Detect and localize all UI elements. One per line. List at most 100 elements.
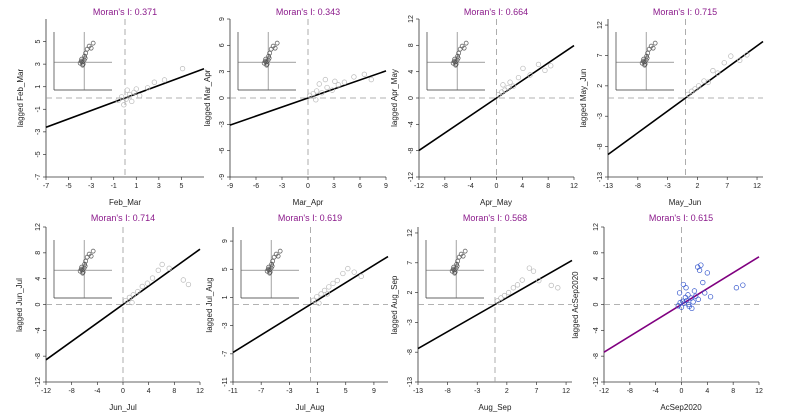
panel-7-x-tick-label: 7: [535, 388, 539, 395]
panel-5-data-point: [135, 288, 141, 295]
panel-1-regression-line: [45, 67, 205, 129]
panel-8-data-point: [733, 285, 740, 291]
panel-2: Moran's I: 0.343 Mar_Apr lagged Mar_Apr …: [203, 7, 388, 207]
panel-7-data-point: [501, 292, 508, 299]
panel-4-data-point: [721, 60, 727, 66]
panel-5-x-tick-label: 12: [196, 388, 204, 395]
panel-7-y-tick-label: 12: [407, 229, 414, 237]
panel-7-y-tick-label: 7: [407, 261, 414, 265]
panel-2-inset-point: [266, 55, 272, 61]
panel-2-inset-point: [272, 45, 278, 51]
panel-1-inset-point: [83, 50, 89, 56]
panel-7-data-point: [526, 265, 533, 271]
panel-3-x-tick-label: -4: [468, 183, 474, 190]
panel-5-x-tick-label: -12: [41, 388, 51, 395]
panel-8-y-tick-label: 4: [593, 277, 600, 281]
panel-5-data-point: [185, 281, 192, 288]
panel-5-data-point: [122, 297, 129, 304]
panel-8-title: Moran's I: 0.615: [649, 213, 713, 223]
panel-5-inset-point: [82, 261, 88, 267]
panel-4-inset-point: [642, 62, 648, 68]
panel-3-xlabel: Apr_May: [480, 198, 512, 207]
panel-2-title: Moran's I: 0.343: [276, 7, 340, 17]
panel-8-data-point: [685, 301, 692, 308]
panel-3-x-tick-label: 8: [546, 183, 550, 190]
panel-1: Moran's I: 0.371 Feb_Mar lagged Feb_Mar …: [16, 7, 205, 207]
panel-2-x-tick-label: 0: [306, 183, 310, 190]
panel-6-inset-point: [277, 248, 283, 254]
panel-3-data-point: [495, 92, 502, 98]
panel-5-x-tick-label: 4: [147, 388, 151, 395]
panel-4-y-tick-label: -13: [597, 172, 604, 182]
panel-6-data-point: [326, 284, 332, 290]
panel-3-x-tick-label: 0: [495, 183, 499, 190]
panel-4-inset-point: [652, 40, 658, 46]
panel-8-data-point: [740, 282, 746, 288]
panel-3-inset-point: [456, 50, 462, 56]
panel-1-title: Moran's I: 0.371: [93, 7, 157, 17]
panel-6-regression-line: [232, 255, 389, 354]
panel-8-y-tick-label: 12: [593, 223, 600, 231]
panel-7-data-point: [555, 285, 561, 291]
panel-8-data-point: [685, 292, 691, 298]
panel-3-x-tick-label: -12: [414, 183, 424, 190]
panel-5-x-tick-label: -8: [69, 388, 75, 395]
panel-5-x-tick-label: 8: [172, 388, 176, 395]
panel-2-ylabel: lagged Mar_Apr: [203, 69, 212, 126]
panel-1-inset-point: [82, 55, 88, 61]
panel-7-inset-point: [460, 253, 466, 259]
panel-6-data-point: [314, 294, 320, 300]
panel-3-inset-point: [463, 40, 469, 46]
panel-8-data-point: [678, 304, 685, 310]
panel-3-regression-line: [418, 44, 575, 152]
panel-6-y-tick-label: -7: [222, 351, 229, 357]
panel-1-inset-point: [80, 62, 86, 68]
panel-1-y-tick-label: -7: [35, 174, 42, 180]
panel-4-data-point: [715, 70, 721, 76]
panel-2-data-point: [324, 84, 330, 91]
panel-1-data-point: [115, 97, 121, 103]
panel-7-xlabel: Aug_Sep: [479, 403, 512, 412]
panel-4-x-tick-label: 2: [695, 183, 699, 190]
panel-6-x-tick-label: 1: [316, 388, 320, 395]
panel-1-inset-point: [82, 53, 88, 59]
panel-2-inset-point: [267, 50, 273, 56]
panel-2-data-point: [316, 81, 322, 87]
panel-7-data-point: [514, 282, 521, 288]
panel-5-title: Moran's I: 0.714: [91, 213, 155, 223]
panel-6-data-point: [345, 265, 351, 272]
panel-3-y-tick-label: 12: [408, 15, 415, 23]
panel-3-y-tick-label: -8: [408, 147, 415, 153]
panel-3-data-point: [515, 74, 522, 81]
panel-8-x-tick-label: 0: [680, 388, 684, 395]
panel-8-x-tick-label: -12: [599, 388, 609, 395]
panel-4-data-point: [685, 91, 691, 98]
panel-7: Moran's I: 0.568 Aug_Sep lagged Aug_Sep …: [390, 213, 573, 412]
panel-8-data-point: [707, 294, 714, 300]
panel-4-ylabel: lagged May_Jun: [579, 69, 588, 128]
panel-4-inset-point: [644, 55, 650, 61]
panel-6-data-point: [324, 291, 331, 297]
panel-7-y-tick-label: -8: [407, 349, 414, 355]
panel-2-y-tick-label: 0: [219, 96, 226, 100]
panel-2-x-tick-label: 6: [358, 183, 362, 190]
panel-3-data-point: [535, 61, 542, 68]
panel-8-ylabel: lagged AcSep2020: [571, 271, 580, 339]
panel-2-inset-point: [266, 53, 272, 59]
panel-4-x-tick-label: 7: [725, 183, 729, 190]
panel-8-y-tick-label: 8: [593, 251, 600, 255]
panel-3-y-tick-label: 0: [408, 96, 415, 100]
panel-3-x-tick-label: -8: [442, 183, 448, 190]
panel-1-data-point: [151, 79, 157, 85]
panel-7-data-point: [536, 278, 542, 284]
panel-6-x-tick-label: -11: [228, 388, 238, 395]
panel-1-y-tick-label: -5: [35, 151, 42, 157]
panel-4-inset-point: [650, 45, 656, 51]
panel-2-inset-point: [264, 62, 270, 68]
panel-6-title: Moran's I: 0.619: [278, 213, 342, 223]
panel-4-x-tick-label: -8: [635, 183, 641, 190]
panel-6-data-point: [351, 269, 357, 275]
panel-6-y-tick-label: -3: [222, 322, 229, 328]
panel-6-inset-point: [267, 270, 273, 276]
panel-3-y-tick-label: 8: [408, 43, 415, 47]
